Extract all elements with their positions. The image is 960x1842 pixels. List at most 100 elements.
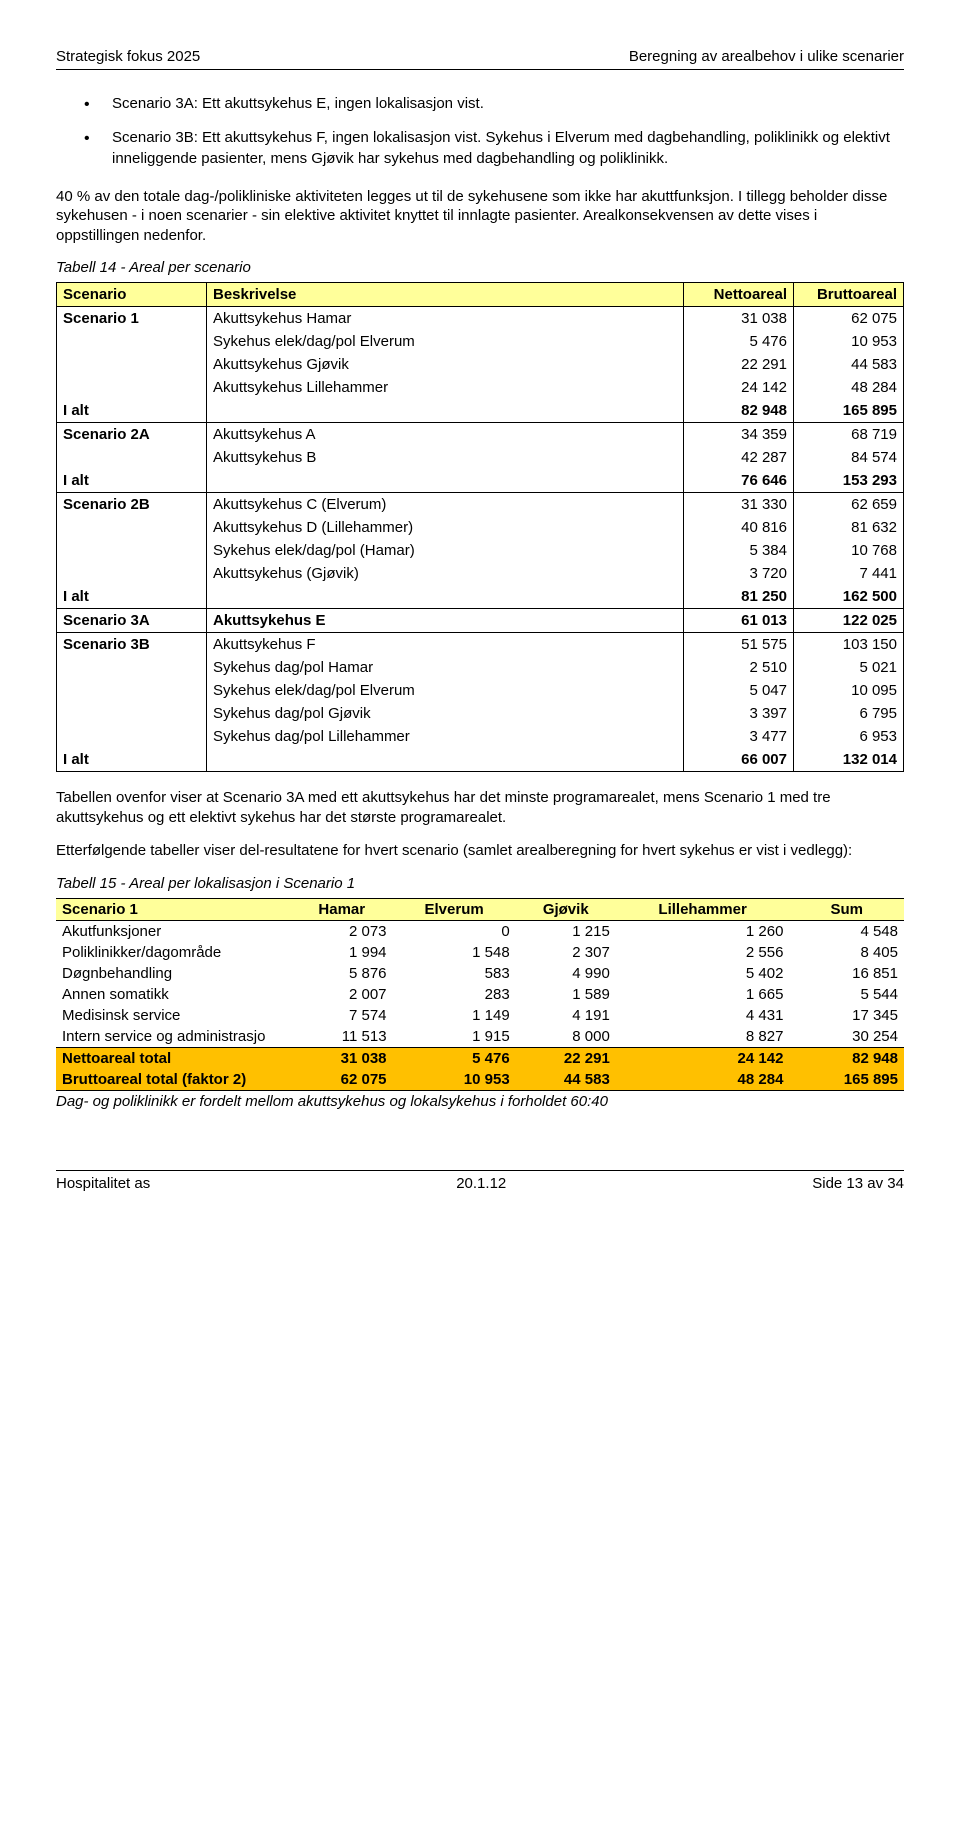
t15-cell: 1 589 xyxy=(516,984,616,1005)
t15-row-label: Annen somatikk xyxy=(56,984,291,1005)
bullet-list: Scenario 3A: Ett akuttsykehus E, ingen l… xyxy=(84,94,904,169)
table-14: Scenario Beskrivelse Nettoareal Bruttoar… xyxy=(56,282,904,772)
th-nettoareal: Nettoareal xyxy=(684,283,794,307)
t15-cell: 1 548 xyxy=(393,942,516,963)
t15-cell: 16 851 xyxy=(789,963,904,984)
t14-beskrivelse: Sykehus elek/dag/pol (Hamar) xyxy=(207,539,684,562)
t14-netto: 22 291 xyxy=(684,353,794,376)
t14-beskrivelse: Akuttsykehus Gjøvik xyxy=(207,353,684,376)
t14-brutto: 7 441 xyxy=(794,562,904,585)
t14-scenario: Scenario 2A xyxy=(57,423,207,447)
t15-cell: 1 215 xyxy=(516,920,616,942)
t14-netto: 3 397 xyxy=(684,702,794,725)
t14-netto: 82 948 xyxy=(684,399,794,423)
t15-cell: 1 260 xyxy=(616,920,790,942)
t14-brutto: 44 583 xyxy=(794,353,904,376)
t15-cell: 8 000 xyxy=(516,1026,616,1048)
t15-cell: 5 544 xyxy=(789,984,904,1005)
t14-beskrivelse: Sykehus dag/pol Gjøvik xyxy=(207,702,684,725)
t14-beskrivelse: Sykehus dag/pol Lillehammer xyxy=(207,725,684,748)
paragraph: Etterfølgende tabeller viser del-resulta… xyxy=(56,841,904,861)
t14-brutto: 132 014 xyxy=(794,748,904,772)
t15-cell: 11 513 xyxy=(291,1026,393,1048)
t15-cell: 283 xyxy=(393,984,516,1005)
t14-beskrivelse: Sykehus elek/dag/pol Elverum xyxy=(207,330,684,353)
t14-brutto: 81 632 xyxy=(794,516,904,539)
table-15: Scenario 1 Hamar Elverum Gjøvik Lilleham… xyxy=(56,898,904,1091)
th-hamar: Hamar xyxy=(291,898,393,920)
header-right: Beregning av arealbehov i ulike scenarie… xyxy=(629,48,904,65)
t14-beskrivelse: Akuttsykehus A xyxy=(207,423,684,447)
t14-scenario: I alt xyxy=(57,399,207,423)
t14-scenario: I alt xyxy=(57,469,207,493)
t15-cell: 583 xyxy=(393,963,516,984)
t15-cell: 0 xyxy=(393,920,516,942)
t14-scenario xyxy=(57,702,207,725)
t14-brutto: 153 293 xyxy=(794,469,904,493)
footer-rule xyxy=(56,1170,904,1171)
bullet-item: Scenario 3B: Ett akuttsykehus F, ingen l… xyxy=(84,128,904,169)
t14-beskrivelse: Sykehus elek/dag/pol Elverum xyxy=(207,679,684,702)
footer-right: Side 13 av 34 xyxy=(812,1175,904,1192)
t14-netto: 34 359 xyxy=(684,423,794,447)
t15-cell: 4 431 xyxy=(616,1005,790,1026)
t15-cell: 1 665 xyxy=(616,984,790,1005)
th-scenario1: Scenario 1 xyxy=(56,898,291,920)
t14-brutto: 6 795 xyxy=(794,702,904,725)
t14-scenario: Scenario 2B xyxy=(57,493,207,517)
t15-cell: 1 994 xyxy=(291,942,393,963)
t14-netto: 31 038 xyxy=(684,307,794,331)
t15-row-label: Døgnbehandling xyxy=(56,963,291,984)
t15-cell: 1 915 xyxy=(393,1026,516,1048)
t14-beskrivelse xyxy=(207,469,684,493)
t14-scenario xyxy=(57,330,207,353)
t14-brutto: 5 021 xyxy=(794,656,904,679)
t14-beskrivelse: Akuttsykehus E xyxy=(207,609,684,633)
t15-cell: 8 405 xyxy=(789,942,904,963)
brutto-label: Bruttoareal total (faktor 2) xyxy=(56,1069,291,1091)
th-bruttoareal: Bruttoareal xyxy=(794,283,904,307)
t14-scenario xyxy=(57,516,207,539)
netto-val: 24 142 xyxy=(616,1047,790,1069)
header-rule xyxy=(56,69,904,70)
t14-scenario xyxy=(57,656,207,679)
t14-brutto: 10 953 xyxy=(794,330,904,353)
t14-scenario xyxy=(57,446,207,469)
t14-beskrivelse: Akuttsykehus Hamar xyxy=(207,307,684,331)
t14-brutto: 162 500 xyxy=(794,585,904,609)
th-gjovik: Gjøvik xyxy=(516,898,616,920)
th-scenario: Scenario xyxy=(57,283,207,307)
paragraph: 40 % av den totale dag-/polikliniske akt… xyxy=(56,187,904,246)
t15-cell: 4 191 xyxy=(516,1005,616,1026)
t15-row-label: Poliklinikker/dagområde xyxy=(56,942,291,963)
t14-brutto: 122 025 xyxy=(794,609,904,633)
t14-scenario: Scenario 3B xyxy=(57,633,207,657)
t14-netto: 51 575 xyxy=(684,633,794,657)
brutto-val: 62 075 xyxy=(291,1069,393,1091)
t14-beskrivelse xyxy=(207,748,684,772)
t15-cell: 5 402 xyxy=(616,963,790,984)
header-left: Strategisk fokus 2025 xyxy=(56,48,200,65)
t14-scenario xyxy=(57,353,207,376)
brutto-val: 10 953 xyxy=(393,1069,516,1091)
t14-scenario: Scenario 1 xyxy=(57,307,207,331)
brutto-val: 48 284 xyxy=(616,1069,790,1091)
t14-beskrivelse: Sykehus dag/pol Hamar xyxy=(207,656,684,679)
th-sum: Sum xyxy=(789,898,904,920)
t14-beskrivelse: Akuttsykehus B xyxy=(207,446,684,469)
t14-beskrivelse: Akuttsykehus (Gjøvik) xyxy=(207,562,684,585)
th-elverum: Elverum xyxy=(393,898,516,920)
t15-row-label: Akutfunksjoner xyxy=(56,920,291,942)
t14-netto: 81 250 xyxy=(684,585,794,609)
page-footer: Hospitalitet as 20.1.12 Side 13 av 34 xyxy=(56,1175,904,1192)
t14-beskrivelse: Akuttsykehus D (Lillehammer) xyxy=(207,516,684,539)
t14-beskrivelse xyxy=(207,585,684,609)
th-beskrivelse: Beskrivelse xyxy=(207,283,684,307)
t14-netto: 3 477 xyxy=(684,725,794,748)
paragraph: Tabellen ovenfor viser at Scenario 3A me… xyxy=(56,788,904,827)
footer-center: 20.1.12 xyxy=(456,1175,506,1192)
t15-cell: 8 827 xyxy=(616,1026,790,1048)
t15-cell: 2 556 xyxy=(616,942,790,963)
netto-val: 82 948 xyxy=(789,1047,904,1069)
t15-row-label: Intern service og administrasjo xyxy=(56,1026,291,1048)
